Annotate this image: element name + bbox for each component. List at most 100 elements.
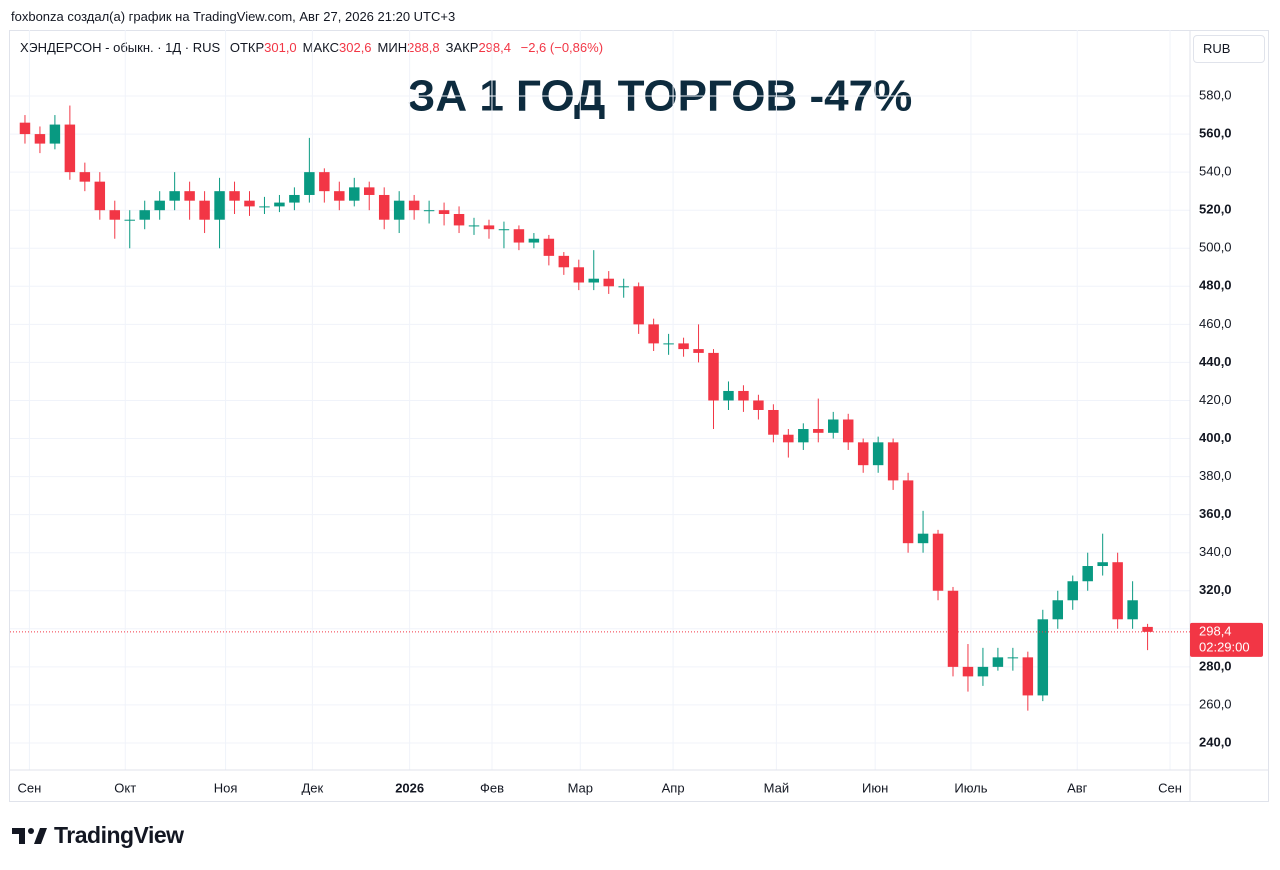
candle-body (319, 172, 330, 192)
candle-body (1007, 657, 1019, 659)
logo: TradingView (12, 822, 184, 849)
candle-body (1112, 562, 1123, 620)
ohlc-values: ОТКР301,0 МАКС302,6 МИН288,8 ЗАКР298,4 (224, 40, 511, 55)
candle-body (1037, 619, 1049, 696)
candle-body (603, 278, 614, 287)
candle-body (289, 194, 300, 203)
candle-body (573, 267, 585, 283)
candle-body (154, 200, 165, 211)
candle-body (588, 278, 599, 283)
candle-body (1142, 626, 1153, 632)
y-tick-label: 580,0 (1199, 87, 1232, 102)
y-tick-label: 400,0 (1199, 430, 1232, 445)
price-tag (1190, 622, 1263, 657)
candle-body (483, 225, 495, 230)
x-tick-label: Окт (114, 780, 136, 795)
candle-body (842, 419, 854, 443)
candle-body (34, 134, 46, 144)
ohlc-value: 301,0 (264, 40, 297, 55)
candle-body (94, 181, 106, 211)
y-tick-label: 480,0 (1199, 278, 1232, 293)
price-tag-countdown: 02:29:00 (1199, 639, 1250, 654)
candle-body (109, 210, 121, 220)
candle-body (543, 238, 555, 256)
candle-body (184, 191, 195, 201)
candle-body (378, 194, 390, 220)
candle-body (214, 191, 225, 220)
candle-body (902, 480, 914, 544)
candle-body (693, 349, 704, 353)
change-percent: (−0,86%) (549, 40, 604, 55)
currency-button[interactable]: RUB (1193, 35, 1265, 63)
x-tick-label: Фев (480, 780, 504, 795)
y-tick-label: 340,0 (1199, 544, 1232, 559)
y-tick-label: 520,0 (1199, 202, 1232, 217)
candle-body (1052, 600, 1064, 620)
candle-body (813, 429, 824, 433)
candle-body (947, 590, 959, 667)
x-tick-label: Май (764, 780, 789, 795)
candle-body (19, 122, 31, 135)
ohlc-name: ЗАКР (445, 40, 479, 55)
candle-body (753, 400, 764, 410)
candle-body (363, 187, 375, 195)
candle-body (468, 225, 480, 227)
candle-body (872, 442, 884, 466)
ohlc-value: 302,6 (339, 40, 372, 55)
candle-body (992, 657, 1004, 667)
candle-body (199, 200, 210, 220)
candle-body (1127, 600, 1138, 620)
candle-body (887, 442, 899, 481)
candle-body (334, 191, 345, 201)
author-line: foxbonza создал(а) график на TradingView… (11, 9, 456, 24)
candle-body (1067, 581, 1078, 601)
y-tick-label: 320,0 (1199, 582, 1232, 597)
price-tag-value: 298,4 (1199, 623, 1232, 638)
x-tick-label: Сен (18, 780, 42, 795)
candle-body (618, 286, 629, 288)
candle-body (1097, 562, 1108, 567)
candles (19, 105, 1153, 711)
candle-body (768, 409, 779, 435)
x-tick-label: Ноя (214, 780, 238, 795)
candle-body (349, 187, 360, 201)
y-tick-label: 380,0 (1199, 468, 1232, 483)
candle-body (783, 434, 794, 443)
candle-body (723, 390, 734, 401)
y-tick-label: 540,0 (1199, 164, 1232, 179)
candle-body (139, 210, 150, 220)
candle-body (79, 172, 91, 182)
candle-body (738, 390, 749, 401)
symbol-legend: ХЭНДЕРСОН - обыкн. · 1Д · RUS ОТКР301,0 М… (20, 40, 603, 55)
change: −2,6 (520, 40, 547, 55)
candle-body (663, 343, 674, 345)
y-tick-label: 500,0 (1199, 240, 1232, 255)
x-tick-label: Июн (862, 780, 888, 795)
candle-body (828, 419, 839, 433)
candle-body (453, 214, 465, 226)
candle-body (393, 200, 405, 220)
symbol: ХЭНДЕРСОН - обыкн. · 1Д · RUS (20, 40, 221, 55)
x-tick-label: Дек (301, 780, 323, 795)
y-tick-label: 240,0 (1199, 734, 1232, 749)
y-tick-label: 280,0 (1199, 658, 1232, 673)
ohlc-name: ОТКР (229, 40, 265, 55)
ohlc-name: МИН (377, 40, 408, 55)
candle-body (423, 210, 435, 212)
y-tick-label: 260,0 (1199, 696, 1232, 711)
candle-body (558, 255, 570, 268)
y-tick-label: 560,0 (1199, 126, 1232, 141)
candle-body (304, 172, 315, 195)
x-tick-label: Авг (1067, 780, 1088, 795)
candle-body (513, 229, 525, 243)
candle-body (708, 352, 719, 401)
ohlc-value: 288,8 (407, 40, 440, 55)
chart-frame (9, 30, 1269, 802)
candle-body (648, 324, 659, 344)
x-tick-label: Сен (1158, 780, 1182, 795)
x-tick-label: 2026 (395, 780, 424, 795)
candle-body (244, 200, 255, 207)
